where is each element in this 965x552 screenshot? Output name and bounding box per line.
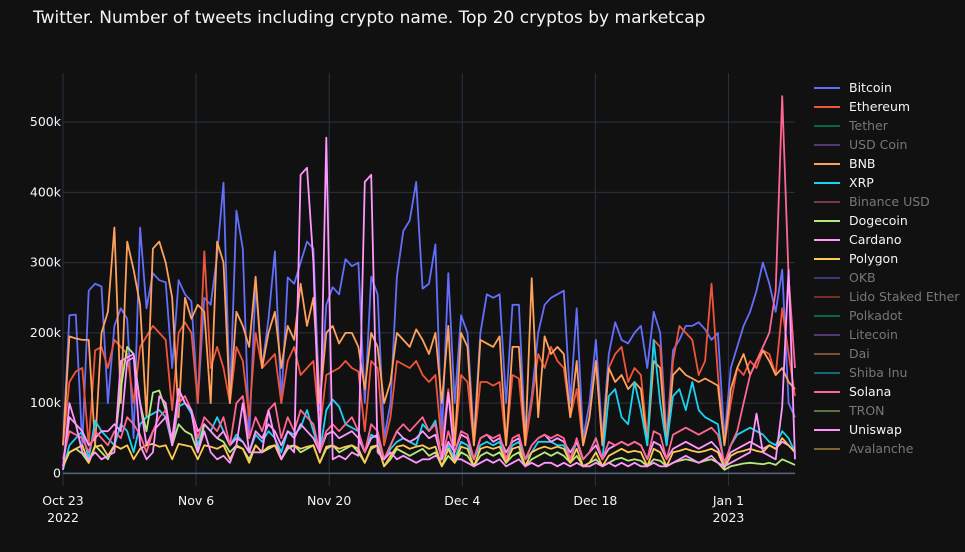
legend: Bitcoin Ethereum Tether USD Coin BNB XRP Binan… <box>814 78 959 458</box>
legend-item-okb[interactable]: OKB <box>814 268 959 287</box>
x-tick-label: Dec 4 <box>444 493 480 508</box>
y-tick-label: 300k <box>30 255 62 270</box>
legend-swatch <box>814 276 840 279</box>
y-tick-label: 200k <box>30 325 62 340</box>
legend-label: Cardano <box>849 232 902 247</box>
legend-label: OKB <box>849 270 876 285</box>
y-tick-label: 0 <box>53 465 61 480</box>
legend-item-uniswap[interactable]: Uniswap <box>814 420 959 439</box>
x-tick-label: Jan 1 <box>712 493 744 508</box>
legend-item-tron[interactable]: TRON <box>814 401 959 420</box>
legend-label: BNB <box>849 156 876 171</box>
legend-swatch <box>814 181 840 184</box>
legend-swatch <box>814 162 840 165</box>
legend-swatch <box>814 390 840 393</box>
legend-swatch <box>814 352 840 355</box>
legend-label: Polygon <box>849 251 899 266</box>
x-tick-year-label: 2023 <box>713 510 745 525</box>
axes: 0 100k 200k 300k 400k 500k Oct 23 2022 Nov 6 Nov … <box>30 114 744 525</box>
legend-item-binance-usd[interactable]: Binance USD <box>814 192 959 211</box>
legend-label: Polkadot <box>849 308 903 323</box>
legend-item-dai[interactable]: Dai <box>814 344 959 363</box>
y-tick-label: 400k <box>30 184 62 199</box>
legend-swatch <box>814 447 840 450</box>
y-tick-label: 500k <box>30 114 62 129</box>
chart-title: Twitter. Number of tweets including cryp… <box>33 8 706 28</box>
legend-label: Avalanche <box>849 441 914 456</box>
legend-swatch <box>814 86 840 89</box>
legend-swatch <box>814 371 840 374</box>
legend-label: Binance USD <box>849 194 930 209</box>
legend-item-shiba-inu[interactable]: Shiba Inu <box>814 363 959 382</box>
series-line-uniswap <box>62 136 796 470</box>
legend-swatch <box>814 409 840 412</box>
x-tick-label: Nov 6 <box>178 493 214 508</box>
legend-item-usd-coin[interactable]: USD Coin <box>814 135 959 154</box>
legend-item-bitcoin[interactable]: Bitcoin <box>814 78 959 97</box>
legend-label: TRON <box>849 403 885 418</box>
legend-swatch <box>814 219 840 222</box>
series-line-bnb <box>62 226 796 447</box>
legend-swatch <box>814 200 840 203</box>
legend-swatch <box>814 333 840 336</box>
legend-swatch <box>814 238 840 241</box>
legend-item-ethereum[interactable]: Ethereum <box>814 97 959 116</box>
legend-item-tether[interactable]: Tether <box>814 116 959 135</box>
x-tick-label: Dec 18 <box>573 493 617 508</box>
legend-label: Litecoin <box>849 327 898 342</box>
legend-label: Ethereum <box>849 99 911 114</box>
legend-swatch <box>814 428 840 431</box>
legend-swatch <box>814 143 840 146</box>
legend-label: Lido Staked Ether <box>849 289 960 304</box>
y-tick-label: 100k <box>30 395 62 410</box>
series-line-solana <box>62 95 796 464</box>
legend-item-solana[interactable]: Solana <box>814 382 959 401</box>
legend-item-xrp[interactable]: XRP <box>814 173 959 192</box>
legend-label: Dai <box>849 346 870 361</box>
legend-label: XRP <box>849 175 874 190</box>
series-line-polygon <box>62 437 796 469</box>
legend-item-avalanche[interactable]: Avalanche <box>814 439 959 458</box>
x-tick-label: Nov 20 <box>307 493 351 508</box>
legend-label: Solana <box>849 384 892 399</box>
legend-item-bnb[interactable]: BNB <box>814 154 959 173</box>
x-tick-year-label: 2022 <box>47 510 79 525</box>
legend-label: Bitcoin <box>849 80 892 95</box>
legend-item-polygon[interactable]: Polygon <box>814 249 959 268</box>
legend-label: USD Coin <box>849 137 908 152</box>
legend-swatch <box>814 105 840 108</box>
legend-item-dogecoin[interactable]: Dogecoin <box>814 211 959 230</box>
legend-item-polkadot[interactable]: Polkadot <box>814 306 959 325</box>
legend-swatch <box>814 257 840 260</box>
legend-item-litecoin[interactable]: Litecoin <box>814 325 959 344</box>
legend-item-cardano[interactable]: Cardano <box>814 230 959 249</box>
legend-swatch <box>814 124 840 127</box>
legend-label: Dogecoin <box>849 213 908 228</box>
legend-item-lido-staked-ether[interactable]: Lido Staked Ether <box>814 287 959 306</box>
legend-label: Shiba Inu <box>849 365 908 380</box>
legend-swatch <box>814 314 840 317</box>
legend-label: Uniswap <box>849 422 902 437</box>
legend-swatch <box>814 295 840 298</box>
legend-label: Tether <box>849 118 888 133</box>
series-line-bitcoin <box>62 180 796 447</box>
series-lines <box>62 95 796 471</box>
series-line-ethereum <box>62 250 796 447</box>
x-tick-label: Oct 23 <box>42 493 84 508</box>
